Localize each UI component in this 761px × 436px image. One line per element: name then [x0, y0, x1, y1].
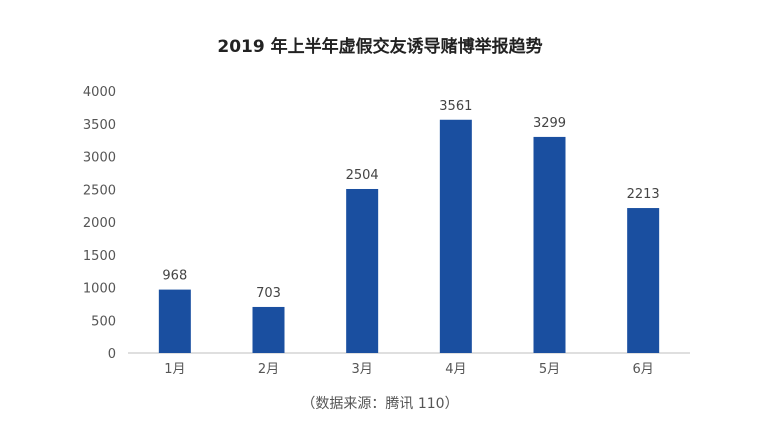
bar	[439, 119, 472, 353]
bar	[158, 289, 191, 353]
x-category-label: 1月	[164, 362, 185, 377]
data-label: 968	[162, 269, 187, 284]
source-note: （数据来源：腾讯 110）	[301, 395, 458, 412]
y-tick-label: 500	[91, 314, 116, 329]
y-tick-label: 0	[108, 347, 116, 362]
y-tick-label: 1500	[83, 249, 116, 264]
y-tick-label: 2500	[83, 183, 116, 198]
y-tick-label: 4000	[83, 85, 116, 100]
bar	[252, 306, 285, 353]
data-label: 3561	[439, 99, 472, 114]
x-category-label: 2月	[258, 362, 279, 377]
x-category-label: 4月	[445, 362, 466, 377]
y-tick-label: 1000	[83, 282, 116, 297]
bar	[533, 136, 566, 353]
y-tick-label: 3500	[83, 118, 116, 133]
bar	[346, 188, 379, 353]
data-label: 2213	[627, 187, 660, 202]
x-category-label: 6月	[633, 362, 654, 377]
axis-layer: 0 500 1000 1500 2000 2500 3000 3500 4000 1月 2月 3月 4月…	[83, 85, 690, 377]
data-label: 703	[256, 286, 281, 301]
chart-title: 2019 年上半年虚假交友诱导赌博举报趋势	[217, 36, 542, 57]
y-tick-label: 2000	[83, 216, 116, 231]
x-category-label: 5月	[539, 362, 560, 377]
bar-layer: 968 703 2504 3561 3299 2213	[158, 99, 660, 353]
data-label: 2504	[346, 168, 379, 183]
data-label: 3299	[533, 116, 566, 131]
bar	[627, 208, 660, 353]
x-category-label: 3月	[352, 362, 373, 377]
y-tick-label: 3000	[83, 151, 116, 166]
